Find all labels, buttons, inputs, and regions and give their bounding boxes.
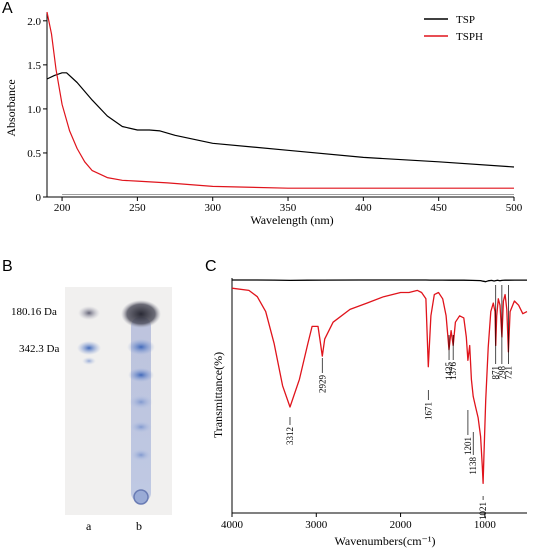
chart-a-y-tick-label: 1.5: [27, 60, 41, 72]
tlc-spot-b-top: [121, 300, 161, 328]
chart-a-x-tick-label: 500: [506, 202, 523, 214]
chart-a-xlabel: Wavelength (nm): [250, 213, 333, 227]
tlc-spot-b-2: [127, 339, 155, 355]
peak-label-721: 721: [503, 366, 513, 380]
peak-label-798: 798: [497, 365, 507, 379]
peak-label-1021: 1021: [478, 502, 488, 520]
tlc-lane-label-a: a: [86, 519, 92, 533]
tlc-lane-label-b: b: [136, 519, 142, 533]
peak-label-1671: 1671: [423, 402, 433, 420]
chart-a-y-tick-label: 2.0: [27, 16, 41, 28]
chart-a-x-tick-label: 300: [204, 202, 221, 214]
chart-c-ylabel: Transmittance(%): [211, 352, 225, 438]
panel-label-b: B: [2, 258, 13, 275]
chart-c-x-tick-label: 2000: [390, 519, 413, 531]
chart-a-series-line-tsp: [46, 72, 515, 168]
chart-a-legend: TSP TSPH: [424, 14, 483, 43]
tlc-marker-180: 180.16 Da: [11, 306, 57, 318]
chart-a-y-tick-label: 0: [36, 192, 42, 204]
chart-c-ticks: 4000 3000 2000 1000: [221, 513, 496, 531]
tlc-origin-spot: [133, 489, 149, 505]
peak-label-1376: 1376: [448, 362, 458, 381]
chart-a-x-tick-label: 350: [280, 202, 297, 214]
peak-label-3312: 3312: [285, 427, 295, 445]
chart-c-series-line-red: [231, 287, 528, 484]
chart-a-x-tick-label: 400: [355, 202, 372, 214]
peak-label-1201: 1201: [463, 437, 473, 455]
tlc-plate-image: [77, 300, 161, 505]
chart-a-series-line-tsph: [46, 11, 514, 189]
peak-label-2929: 2929: [317, 375, 327, 394]
chart-c-x-tick-label: 4000: [221, 519, 244, 531]
panel-label-c: C: [205, 258, 217, 275]
peak-label-1425: 1425: [444, 362, 454, 381]
legend-label-tsph: TSPH: [456, 31, 483, 43]
chart-a-y-tick-label: 0.5: [27, 148, 41, 160]
tlc-spot-b-5: [130, 421, 152, 433]
panel-label-a: A: [2, 0, 13, 17]
chart-a-ylabel: Absorbance: [4, 79, 18, 136]
chart-a-x-tick-label: 450: [430, 202, 447, 214]
tlc-spot-b-3: [128, 368, 154, 382]
tlc-spot-b-4: [129, 395, 153, 409]
tlc-spot-a-blue: [77, 341, 101, 355]
chart-a-axes: [46, 12, 514, 198]
tlc-plate: [65, 287, 172, 515]
chart-c-series-line-black: [232, 279, 527, 283]
chart-a-x-tick-label: 200: [54, 202, 71, 214]
chart-a-x-tick-label: 250: [129, 202, 146, 214]
legend-label-tsp: TSP: [456, 14, 475, 26]
tlc-spot-a-faint: [82, 357, 96, 365]
tlc-spot-b-6: [131, 449, 151, 461]
tlc-marker-342: 342.3 Da: [19, 343, 60, 355]
chart-a-ticks: 200 250 300 350 400 450 500 0 0.5 1.0 1.5 2.0: [27, 16, 523, 214]
peak-label-871: 871: [491, 366, 501, 380]
chart-c-x-tick-label: 1000: [474, 519, 497, 531]
chart-a-y-tick-label: 1.0: [27, 104, 41, 116]
chart-c-axes: [231, 278, 527, 514]
uv-absorbance-chart: 200 250 300 350 400 450 500 0 0.5 1.0 1.5 2.0 Wavel…: [4, 11, 523, 227]
chart-c-xlabel: Wavenumbers(cm⁻¹): [335, 534, 436, 548]
peak-label-1138: 1138: [468, 457, 478, 475]
tlc-spot-a-top: [78, 306, 100, 320]
chart-c-series: [231, 279, 528, 484]
chart-c-x-tick-label: 3000: [305, 519, 328, 531]
chart-a-series: [46, 11, 515, 189]
